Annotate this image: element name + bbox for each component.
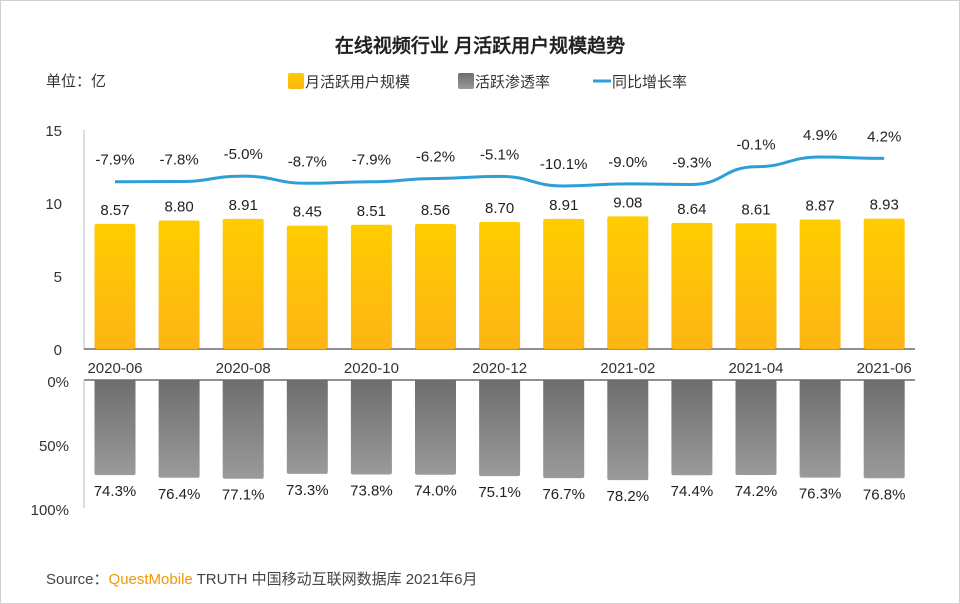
mau-data-label: 8.70 <box>485 200 514 217</box>
mau-bar <box>799 219 841 349</box>
y-tick-label: 15 <box>45 123 62 140</box>
x-tick-label: 2021-04 <box>728 360 783 377</box>
yoy-data-label: 4.9% <box>803 127 837 144</box>
penetration-bar <box>799 380 841 478</box>
mau-data-label: 8.80 <box>164 199 193 216</box>
legend-label-mau: 月活跃用户规模 <box>305 74 410 91</box>
mau-bar <box>158 220 200 349</box>
mau-bar <box>222 218 264 349</box>
mau-bar <box>671 222 713 349</box>
mau-bar <box>286 225 328 349</box>
penetration-bar <box>94 380 136 476</box>
penetration-data-label: 77.1% <box>222 487 265 504</box>
bottom-y-tick-label: 0% <box>47 374 69 391</box>
penetration-bar <box>350 380 392 475</box>
yoy-data-label: -7.8% <box>160 152 199 169</box>
yoy-line <box>114 155 885 188</box>
yoy-data-label: -9.3% <box>672 154 711 171</box>
mau-data-label: 8.57 <box>100 202 129 219</box>
mau-bar <box>735 223 777 349</box>
penetration-data-label: 76.8% <box>863 486 906 503</box>
yoy-data-label: -7.9% <box>95 152 134 169</box>
source-prefix: Source： <box>46 571 109 588</box>
penetration-bar <box>415 380 456 475</box>
x-tick-label: 2020-12 <box>472 360 527 377</box>
mau-data-label: 8.93 <box>870 197 899 214</box>
legend: 月活跃用户规模 活跃渗透率 同比增长率 <box>288 73 687 91</box>
legend-swatch-mau <box>288 73 304 89</box>
penetration-bar <box>158 380 200 478</box>
top-chart: 15 10 5 0 8.57 8.80 8.91 8.45 8.51 8.56 8.70 8.91 9.… <box>45 123 915 377</box>
penetration-data-label: 73.3% <box>286 482 329 499</box>
unit-label: 单位：亿 <box>46 73 106 90</box>
y-tick-label: 10 <box>45 196 62 213</box>
mau-data-label: 8.45 <box>293 204 322 221</box>
penetration-data-label: 76.7% <box>542 486 585 503</box>
legend-label-yoy: 同比增长率 <box>612 74 687 91</box>
yoy-data-label: -0.1% <box>736 137 775 154</box>
mau-data-label: 8.61 <box>741 201 770 218</box>
penetration-data-label: 73.8% <box>350 482 393 499</box>
mau-data-label: 9.08 <box>613 194 642 211</box>
mau-bar <box>94 223 136 349</box>
penetration-bar <box>607 380 649 481</box>
mau-bar <box>543 218 585 349</box>
yoy-data-label: -8.7% <box>288 153 327 170</box>
penetration-bar <box>222 380 264 479</box>
y-tick-label: 5 <box>54 269 62 286</box>
y-tick-label: 0 <box>54 342 62 359</box>
source-brand: QuestMobile <box>109 571 193 588</box>
yoy-data-label: -7.9% <box>352 152 391 169</box>
penetration-bar <box>671 380 713 476</box>
mau-data-label: 8.87 <box>805 197 834 214</box>
mau-bar <box>415 224 456 349</box>
x-tick-label: 2020-08 <box>216 360 271 377</box>
legend-swatch-penetration <box>458 73 474 89</box>
x-tick-label: 2020-10 <box>344 360 399 377</box>
source-rest: TRUTH 中国移动互联网数据库 2021年6月 <box>193 571 478 588</box>
mau-data-label: 8.91 <box>549 197 578 214</box>
yoy-data-label: -6.2% <box>416 148 455 165</box>
chart-title: 在线视频行业 月活跃用户规模趋势 <box>335 34 625 57</box>
mau-bar <box>479 221 521 349</box>
mau-data-label: 8.51 <box>357 203 386 220</box>
penetration-bar <box>479 380 521 477</box>
yoy-data-label: -9.0% <box>608 154 647 171</box>
penetration-data-label: 74.3% <box>94 483 137 500</box>
x-tick-label: 2021-02 <box>600 360 655 377</box>
penetration-bar <box>543 380 585 479</box>
penetration-data-label: 74.4% <box>671 483 714 500</box>
penetration-bar <box>286 380 328 474</box>
penetration-bar <box>735 380 777 475</box>
mau-data-label: 8.64 <box>677 201 706 218</box>
mau-bar <box>863 218 905 349</box>
bottom-y-tick-label: 100% <box>31 502 69 519</box>
penetration-bar <box>863 380 905 479</box>
bottom-y-tick-label: 50% <box>39 438 69 455</box>
mau-bar <box>350 224 392 349</box>
bottom-chart: 0% 50% 100% 74.3% 76.4% 77.1% 73.3% 73.8% 74.0% 7… <box>31 374 915 519</box>
penetration-data-label: 74.0% <box>414 483 457 500</box>
mau-data-label: 8.91 <box>229 197 258 214</box>
source-note: Source：QuestMobile TRUTH 中国移动互联网数据库 2021… <box>46 571 478 588</box>
yoy-data-label: -5.0% <box>224 146 263 163</box>
x-tick-label: 2021-06 <box>857 360 912 377</box>
mau-bar <box>607 216 649 349</box>
mau-data-label: 8.56 <box>421 202 450 219</box>
yoy-data-label: 4.2% <box>867 128 901 145</box>
yoy-data-label: -5.1% <box>480 146 519 163</box>
penetration-data-label: 74.2% <box>735 483 778 500</box>
x-tick-label: 2020-06 <box>87 360 142 377</box>
penetration-data-label: 76.4% <box>158 486 201 503</box>
penetration-data-label: 76.3% <box>799 486 842 503</box>
penetration-data-label: 75.1% <box>478 484 521 501</box>
legend-label-penetration: 活跃渗透率 <box>475 74 550 91</box>
yoy-data-label: -10.1% <box>540 156 588 173</box>
penetration-data-label: 78.2% <box>607 488 650 505</box>
